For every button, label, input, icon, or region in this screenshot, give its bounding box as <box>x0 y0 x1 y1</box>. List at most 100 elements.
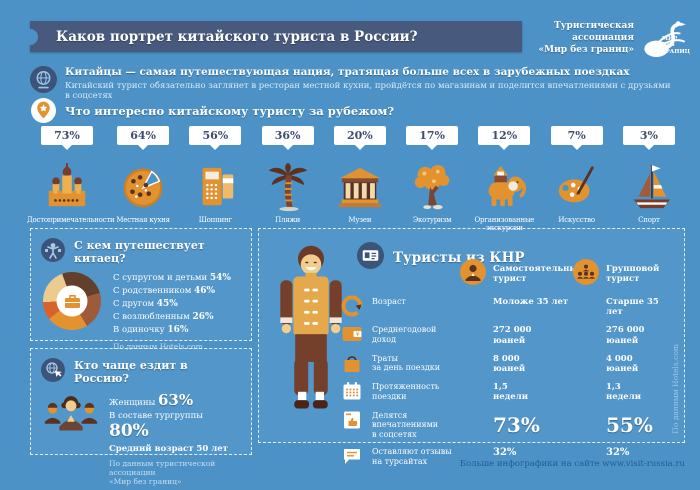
companions-donut-chart <box>43 272 101 330</box>
list-item: С возлюбленным 26% <box>113 312 214 323</box>
interest-sport: 3% Спорт <box>613 126 685 233</box>
interests-question: Что интересно китайскому туристу за рубе… <box>65 104 395 118</box>
stat-value: 63% <box>157 391 194 409</box>
title-ribbon: Каков портрет китайского туриста в Росси… <box>30 21 522 52</box>
row-label: Траты за день поездки <box>372 353 441 373</box>
percent-bubble: 7% <box>550 126 603 145</box>
interest-cuisine: 64% Местная кухня <box>107 126 179 233</box>
cell-value: 8 000 юаней <box>493 353 526 374</box>
percent-bubble: 73% <box>41 126 93 145</box>
stat-average-age: Средний возраст 50 лет <box>109 443 228 454</box>
emblem-caption: МИР БЕЗ ГРАНИЦ <box>661 36 690 55</box>
calendar-icon <box>341 380 363 402</box>
globe-click-icon <box>41 358 65 386</box>
interest-excursions: 12% Организованные экскурсии <box>468 126 540 233</box>
payment-terminal-icon <box>192 154 238 212</box>
traveler-icon <box>41 238 65 266</box>
solo-tourist-icon <box>460 259 486 289</box>
interest-museums: 20% Музеи <box>324 126 396 233</box>
tourists-header: Туристы из КНР <box>357 242 524 273</box>
companions-source: По данным Hotels.com <box>113 342 203 352</box>
elephant-icon <box>481 154 527 212</box>
percent-bubble: 17% <box>406 126 459 145</box>
palm-icon <box>265 154 311 212</box>
pizza-icon <box>120 154 166 212</box>
interest-art: 7% Искусство <box>541 126 613 233</box>
wallet-icon: ¥ <box>341 323 363 345</box>
interest-label: Музеи <box>348 216 372 224</box>
chinese-man-figure <box>269 243 353 433</box>
cell-value: 32% <box>493 447 517 459</box>
list-item: С другом 45% <box>113 299 178 310</box>
percent-bubble: 36% <box>261 126 314 145</box>
intro-headline: Китайцы — самая путешествующая нация, тр… <box>65 66 630 78</box>
interest-beaches: 36% Пляжи <box>252 126 324 233</box>
tourists-source: По данным Hotels.com <box>671 344 680 434</box>
percent-bubble: 12% <box>478 126 531 145</box>
bag-icon <box>341 352 363 374</box>
cell-value: 32% <box>606 447 630 459</box>
swan-logo-icon: МИР БЕЗ ГРАНИЦ <box>640 16 690 62</box>
cell-value: 73% <box>493 412 540 437</box>
interest-shopping: 56% Шоппинг <box>179 126 251 233</box>
tree-icon <box>409 154 455 212</box>
who-travels-panel: Кто чаще ездит в Россию? Женщины 63% В с… <box>30 348 252 486</box>
suitcase-icon <box>56 285 88 317</box>
interest-label: Искусство <box>558 216 595 224</box>
column-header-independent: Самостоятельный турист <box>460 259 599 287</box>
cell-value: 272 000 юаней <box>493 325 532 346</box>
list-item: С родственником 46% <box>113 286 216 297</box>
cell-value: Старше 35 лет <box>606 297 659 318</box>
cell-value: Моложе 35 лет <box>493 297 569 307</box>
tourists-panel: Туристы из КНР Самостоятельный турист <box>258 228 685 466</box>
page-title: Каков портрет китайского туриста в Росси… <box>56 28 418 45</box>
globe-icon <box>30 66 57 97</box>
row-label: Возраст <box>372 297 406 306</box>
comment-icon <box>341 445 363 467</box>
interest-label: Шоппинг <box>198 216 232 224</box>
intro-block: Китайцы — самая путешествующая нация, тр… <box>65 66 675 101</box>
who-travels-source: По данным туристической ассоциации «Мир … <box>109 458 216 486</box>
cell-value: 1,3 недели <box>606 382 642 403</box>
who-travels-title: Кто чаще ездит в Россию? <box>74 359 188 385</box>
group-tourist-icon <box>573 259 599 289</box>
id-card-icon <box>357 242 384 273</box>
percent-bubble: 64% <box>117 126 170 145</box>
tourists-table: Самостоятельный турист Групповой турист <box>341 259 662 467</box>
percent-bubble: 20% <box>333 126 386 145</box>
cell-value: 55% <box>606 412 653 437</box>
cell-value: 1,5 недели <box>493 382 529 403</box>
age-icon <box>341 295 363 317</box>
stat-label: В составе тургруппы <box>109 411 204 421</box>
companions-panel: С кем путешествует китаец? С супругом и … <box>30 228 252 351</box>
list-item: В одиночку 16% <box>113 325 189 336</box>
interest-label: Спорт <box>638 216 660 224</box>
interest-label: Местная кухня <box>116 216 170 224</box>
intro-subline: Китайский турист обязательно заглянет в … <box>65 81 671 101</box>
svg-text:¥: ¥ <box>356 331 360 338</box>
palette-icon <box>554 154 600 212</box>
footer-link[interactable]: Больше инфографики на сайте www.visit-ru… <box>459 459 685 469</box>
pin-star-icon <box>31 98 56 127</box>
who-travels-stats: Женщины 63% В составе тургруппы 80% Сред… <box>109 391 241 454</box>
castle-icon <box>44 154 90 212</box>
tourists-title: Туристы из КНР <box>393 249 525 266</box>
interest-label: Достопримечательности <box>27 216 115 224</box>
list-item: С супругом и детьми 54% <box>113 273 231 283</box>
interest-sights: 73% Достопримечательности <box>27 126 115 233</box>
women-group-icon <box>41 391 101 443</box>
stat-label: Женщины <box>109 398 156 408</box>
interest-ecotourism: 17% Экотуризм <box>396 126 468 233</box>
association-logo: Туристическая ассоциация «Мир без границ… <box>539 16 690 62</box>
percent-bubble: 56% <box>189 126 242 145</box>
row-label: Оставляют отзывы на турсайтах <box>372 447 452 466</box>
companions-list: С супругом и детьми 54% С родственником … <box>113 272 231 337</box>
percent-bubble: 3% <box>622 126 675 145</box>
cell-value: 4 000 юаней <box>606 353 639 374</box>
row-label: Среднегодовой доход <box>372 325 437 344</box>
companions-title: С кем путешествует китаец? <box>74 239 205 265</box>
interest-label: Экотуризм <box>412 216 452 224</box>
row-label: Протяженность поездки <box>372 382 440 401</box>
column-header-group: Групповой турист <box>573 259 662 287</box>
row-label: Делятся впечатлениями в соцсетях <box>372 410 439 439</box>
